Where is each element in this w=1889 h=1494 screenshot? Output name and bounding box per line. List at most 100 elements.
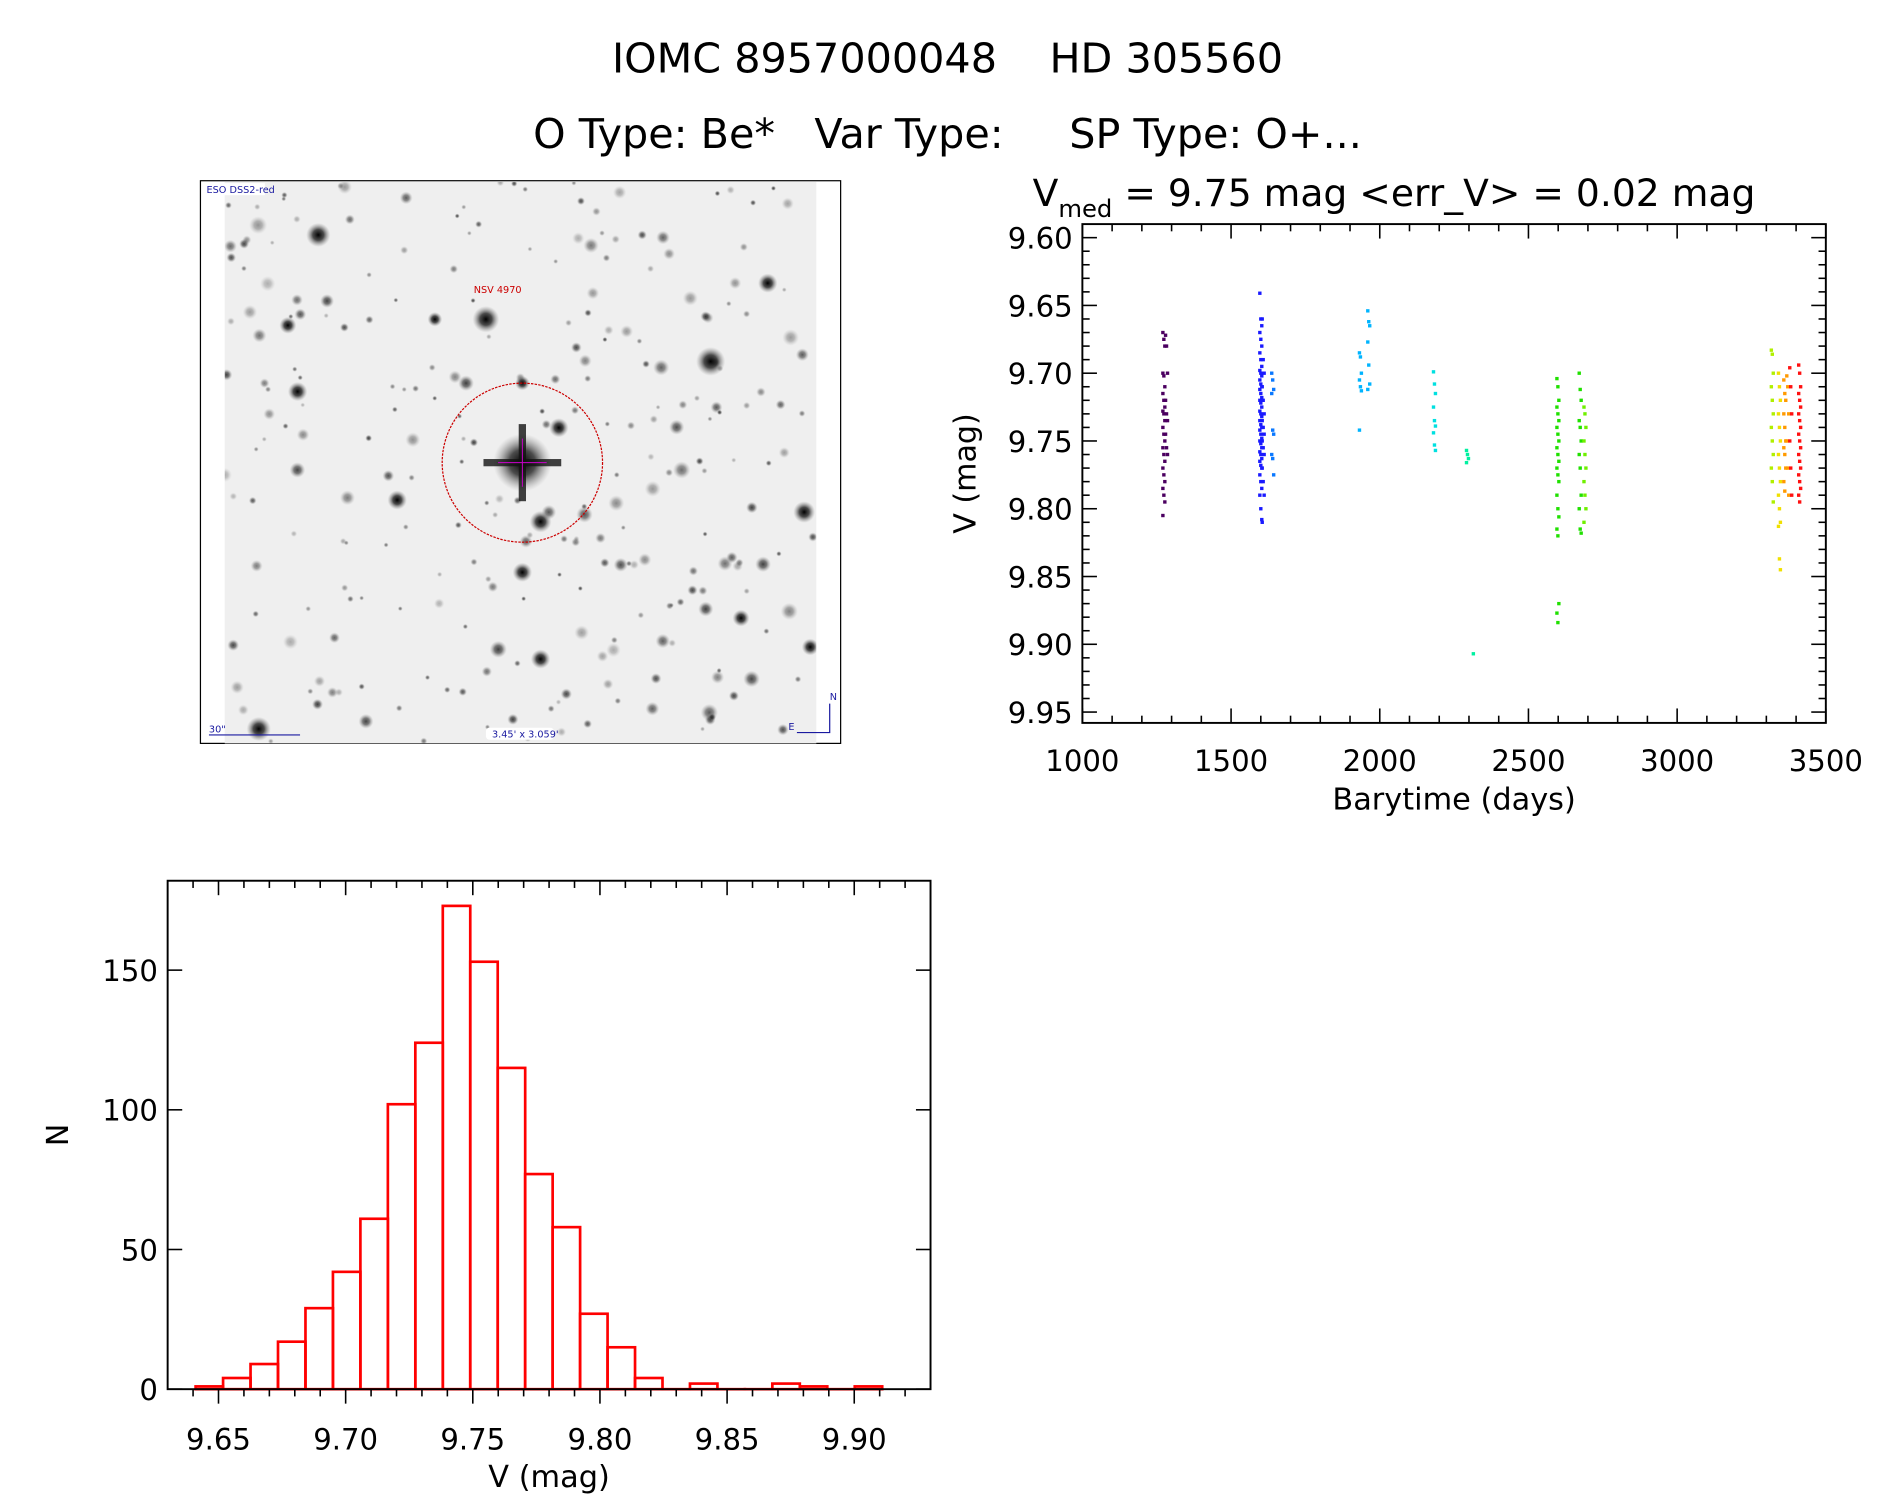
data-point [1464, 460, 1469, 465]
data-point [1260, 418, 1264, 423]
data-point [1556, 432, 1560, 436]
star-icon [297, 374, 303, 381]
star-icon [613, 471, 620, 478]
star-icon [584, 375, 592, 383]
histogram-bar [606, 1345, 637, 1391]
star-icon [460, 435, 467, 442]
star-icon [470, 297, 476, 304]
data-point [1771, 452, 1775, 457]
data-point [1366, 309, 1370, 313]
star-icon [613, 557, 628, 572]
star-icon [755, 556, 772, 573]
data-point [1271, 428, 1275, 432]
star-icon [246, 716, 271, 741]
star-icon [758, 273, 778, 293]
star-icon [242, 304, 258, 320]
data-point [1431, 405, 1436, 409]
star-icon [294, 308, 307, 321]
data-point [1579, 398, 1583, 402]
star-icon [269, 240, 275, 246]
data-point [1584, 466, 1588, 470]
data-point [1578, 425, 1582, 430]
data-point [1557, 418, 1561, 423]
star-icon [230, 680, 244, 694]
data-point [1271, 456, 1275, 461]
data-point [1777, 466, 1782, 470]
star-icon [489, 640, 507, 658]
data-point [1270, 391, 1274, 396]
data-point [1433, 424, 1438, 428]
x-tick-label: 9.90 [822, 1423, 887, 1457]
data-point [1770, 398, 1775, 402]
data-point [1259, 479, 1263, 484]
star-icon [650, 673, 662, 684]
star-icon [339, 322, 349, 332]
star-icon [402, 524, 409, 530]
data-point [1578, 466, 1582, 470]
star-icon [458, 687, 467, 697]
x-tick-label: 9.70 [313, 1423, 378, 1457]
data-point [1258, 493, 1262, 497]
data-point [1163, 479, 1167, 484]
star-icon [387, 490, 407, 510]
star-icon [688, 566, 699, 576]
data-point [1786, 385, 1790, 389]
star-icon [663, 247, 676, 260]
star-icon [612, 185, 627, 200]
data-point [1583, 412, 1587, 416]
data-point [1261, 479, 1265, 484]
data-point [1161, 391, 1165, 396]
data-point [1161, 425, 1165, 430]
star-icon [678, 400, 688, 410]
data-point [1798, 486, 1803, 491]
target-circle [441, 382, 604, 543]
data-point [1796, 391, 1801, 396]
star-icon [541, 419, 552, 430]
data-point [1161, 513, 1165, 518]
star-icon [742, 310, 751, 318]
histogram-bar [276, 1340, 307, 1391]
data-point [1161, 466, 1165, 470]
star-icon [637, 230, 647, 240]
data-point [1163, 344, 1167, 348]
star-icon [461, 204, 467, 210]
data-point [1783, 391, 1787, 396]
star-icon [749, 199, 757, 206]
star-icon [289, 462, 306, 478]
star-icon [746, 501, 758, 514]
star-icon [763, 628, 770, 635]
data-point [1790, 412, 1794, 416]
data-point [1556, 534, 1560, 538]
star-icon [775, 399, 786, 410]
data-point [1258, 398, 1262, 402]
data-point [1271, 432, 1276, 436]
data-point [1769, 466, 1774, 470]
star-icon [358, 683, 365, 690]
star-icon [296, 428, 310, 442]
star-icon [682, 290, 698, 306]
data-point [1778, 398, 1783, 402]
x-tick-label: 9.85 [695, 1423, 760, 1457]
star-icon [323, 312, 329, 319]
data-point [1579, 493, 1583, 497]
data-point [1431, 370, 1436, 374]
data-point [1162, 374, 1166, 378]
data-point [1261, 446, 1265, 450]
star-icon [250, 559, 263, 572]
data-point [1776, 412, 1781, 416]
data-point [1797, 371, 1802, 375]
star-icon [611, 235, 620, 244]
star-icon [793, 501, 816, 523]
data-point [1577, 371, 1581, 375]
data-point [1782, 378, 1786, 382]
data-point [1163, 333, 1168, 337]
star-icon [393, 297, 399, 303]
east-label: E [788, 722, 794, 733]
star-icon [347, 595, 354, 603]
histogram-bar [633, 1376, 664, 1391]
star-icon [647, 453, 655, 461]
data-point [1258, 291, 1262, 295]
star-icon [604, 421, 611, 427]
data-point [1259, 463, 1263, 468]
star-icon [707, 416, 713, 422]
